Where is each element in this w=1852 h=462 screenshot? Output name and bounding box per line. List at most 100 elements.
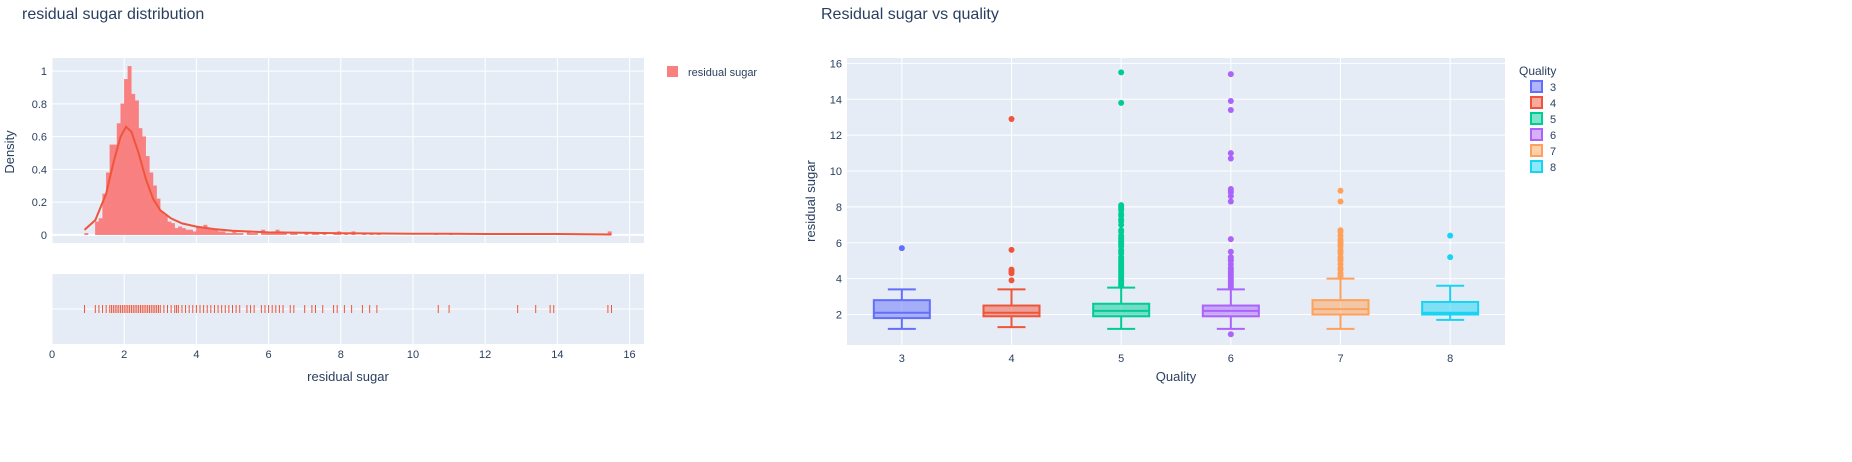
box-group-4 bbox=[982, 115, 1041, 329]
left-y-ticks: 0 0.2 0.4 0.6 0.8 1 bbox=[32, 66, 47, 242]
box-body bbox=[982, 304, 1041, 318]
box-outlier bbox=[1227, 185, 1234, 192]
left-x-tick-label: 4 bbox=[193, 349, 199, 361]
histogram-bar bbox=[149, 172, 154, 235]
box-outlier bbox=[1008, 115, 1015, 122]
box-outlier bbox=[1008, 277, 1015, 284]
box-group-7 bbox=[1311, 187, 1370, 330]
right-y-tick-label: 8 bbox=[836, 202, 842, 214]
right-legend-label-3[interactable]: 3 bbox=[1550, 82, 1556, 94]
histogram-bar bbox=[228, 233, 233, 235]
histogram-bar bbox=[120, 103, 125, 235]
histogram-bar bbox=[214, 229, 219, 235]
right-legend-label-6[interactable]: 6 bbox=[1550, 130, 1556, 142]
right-y-ticks: 2 4 6 8 10 12 14 16 bbox=[830, 58, 842, 321]
histogram-bar bbox=[203, 224, 208, 235]
box-outlier bbox=[1118, 202, 1125, 209]
box-outlier bbox=[898, 245, 905, 252]
right-box-plots bbox=[872, 69, 1480, 338]
right-legend-label-4[interactable]: 4 bbox=[1550, 98, 1556, 110]
left-x-tick-label: 0 bbox=[49, 349, 55, 361]
histogram-bar bbox=[264, 233, 269, 235]
box-body bbox=[872, 299, 931, 320]
box-outlier bbox=[1227, 71, 1234, 78]
left-x-tick-label: 8 bbox=[338, 349, 344, 361]
right-y-tick-label: 10 bbox=[830, 166, 842, 178]
histogram-bar bbox=[134, 100, 139, 235]
right-x-tick-label: 5 bbox=[1118, 353, 1124, 365]
right-x-tick-label: 7 bbox=[1337, 353, 1343, 365]
left-x-tick-label: 10 bbox=[407, 349, 419, 361]
box-outlier bbox=[1008, 246, 1015, 253]
histogram-bar bbox=[160, 211, 165, 235]
histogram-bar bbox=[170, 223, 175, 235]
histogram-bar bbox=[225, 233, 230, 235]
box-outlier bbox=[1337, 198, 1344, 205]
box-outlier bbox=[1227, 236, 1234, 243]
histogram-bar bbox=[199, 228, 204, 235]
right-plot-area bbox=[847, 58, 1505, 345]
left-x-tick-label: 12 bbox=[479, 349, 491, 361]
left-y-tick-label: 0.6 bbox=[32, 132, 47, 144]
right-legend-swatch-6[interactable] bbox=[1530, 128, 1543, 141]
left-y-axis-title: Density bbox=[2, 130, 17, 174]
histogram-bar bbox=[109, 144, 114, 235]
left-y-tick-label: 0 bbox=[41, 230, 47, 242]
left-kde-line bbox=[83, 125, 612, 236]
box-outlier bbox=[1227, 254, 1234, 261]
right-legend-label-7[interactable]: 7 bbox=[1550, 146, 1556, 158]
box-outlier bbox=[1337, 187, 1344, 194]
left-legend-label[interactable]: residual sugar bbox=[688, 67, 757, 79]
histogram-bar bbox=[250, 233, 255, 235]
histogram-bar bbox=[138, 128, 143, 235]
left-chart-title: residual sugar distribution bbox=[22, 6, 204, 23]
right-legend-swatch-4[interactable] bbox=[1530, 96, 1543, 109]
histogram-bar bbox=[221, 231, 226, 235]
right-legend-swatch-5[interactable] bbox=[1530, 112, 1543, 125]
right-chart-title: Residual sugar vs quality bbox=[821, 6, 999, 23]
right-legend-swatch-3[interactable] bbox=[1530, 80, 1543, 93]
box-group-8 bbox=[1421, 232, 1480, 321]
right-legend-label-5[interactable]: 5 bbox=[1550, 114, 1556, 126]
left-x-ticks: 0 2 4 6 8 10 12 14 16 bbox=[49, 349, 636, 361]
right-x-tick-label: 4 bbox=[1008, 353, 1014, 365]
left-y-tick-label: 0.4 bbox=[32, 164, 47, 176]
right-x-tick-label: 3 bbox=[899, 353, 905, 365]
right-y-tick-label: 4 bbox=[836, 274, 842, 286]
box-outlier bbox=[1118, 99, 1125, 106]
histogram-bar bbox=[189, 229, 193, 235]
histogram-bar bbox=[167, 221, 172, 235]
box-group-6 bbox=[1201, 71, 1260, 338]
histogram-bar bbox=[217, 231, 222, 235]
right-legend-label-8[interactable]: 8 bbox=[1550, 162, 1556, 174]
histogram-bar bbox=[253, 233, 258, 235]
histogram-bar bbox=[185, 229, 190, 235]
histogram-bar bbox=[210, 229, 215, 235]
box-outlier bbox=[1447, 232, 1454, 239]
box-group-5 bbox=[1092, 69, 1151, 330]
right-y-tick-label: 14 bbox=[830, 94, 842, 106]
right-y-axis-title: residual sugar bbox=[803, 160, 818, 242]
box-outlier bbox=[1008, 266, 1015, 273]
histogram-bar bbox=[181, 228, 186, 235]
box-outlier bbox=[1118, 69, 1125, 76]
left-legend-swatch[interactable] bbox=[667, 66, 678, 77]
histogram-bar bbox=[178, 226, 183, 235]
right-y-tick-label: 16 bbox=[830, 58, 842, 70]
right-legend-swatch-7[interactable] bbox=[1530, 144, 1543, 157]
histogram-bar bbox=[142, 136, 147, 235]
left-y-tick-label: 0.2 bbox=[32, 197, 47, 209]
right-x-ticks: 3 4 5 6 7 8 bbox=[899, 353, 1453, 365]
left-x-tick-label: 2 bbox=[121, 349, 127, 361]
right-x-axis-title: Quality bbox=[1156, 369, 1197, 384]
left-x-tick-label: 16 bbox=[623, 349, 635, 361]
box-group-3 bbox=[872, 245, 931, 330]
left-x-axis-title: residual sugar bbox=[307, 369, 389, 384]
left-y-tick-label: 1 bbox=[41, 66, 47, 78]
histogram-bar bbox=[131, 93, 136, 235]
histogram-bar bbox=[174, 228, 179, 235]
right-legend-swatch-8[interactable] bbox=[1530, 160, 1543, 173]
right-x-tick-label: 8 bbox=[1447, 353, 1453, 365]
histogram-bar bbox=[239, 233, 244, 235]
